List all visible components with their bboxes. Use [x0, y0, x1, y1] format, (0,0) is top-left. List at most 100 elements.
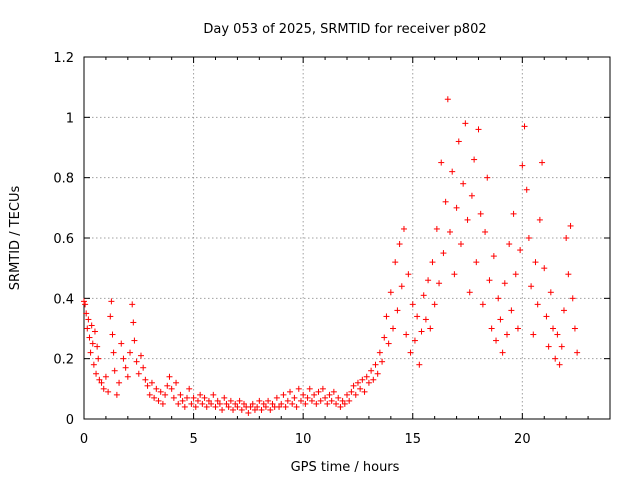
data-point — [81, 298, 87, 305]
data-point — [490, 253, 497, 260]
y-tick-label: 0 — [66, 413, 74, 428]
data-point — [304, 394, 311, 401]
data-point — [153, 385, 160, 392]
data-point — [170, 394, 177, 401]
data-point — [83, 310, 90, 317]
data-point — [539, 159, 546, 166]
data-point — [506, 241, 513, 248]
data-point — [571, 325, 578, 332]
data-point — [258, 406, 265, 413]
axis-ticks — [83, 56, 610, 420]
data-point — [409, 301, 416, 308]
data-point — [317, 397, 324, 404]
data-point — [457, 241, 464, 248]
data-point — [462, 120, 469, 127]
data-point — [339, 397, 346, 404]
data-point — [122, 364, 129, 371]
data-point — [297, 397, 304, 404]
data-point — [543, 313, 550, 320]
data-point — [493, 337, 500, 344]
data-point — [429, 259, 436, 266]
data-point — [350, 382, 357, 389]
data-point — [254, 403, 261, 410]
data-point — [407, 349, 414, 356]
data-point — [225, 403, 232, 410]
data-point — [131, 337, 138, 344]
data-point — [455, 138, 462, 145]
data-point — [387, 289, 394, 296]
data-point — [427, 325, 434, 332]
data-point — [368, 367, 375, 374]
data-point — [376, 349, 383, 356]
data-point — [94, 343, 101, 350]
data-point — [93, 370, 100, 377]
data-point — [514, 325, 521, 332]
data-point — [146, 391, 153, 398]
data-point — [567, 222, 574, 229]
data-point — [110, 349, 117, 356]
data-point — [130, 319, 137, 326]
data-point — [403, 331, 410, 338]
y-tick-label: 1.2 — [53, 51, 74, 66]
data-point — [449, 168, 456, 175]
data-point — [219, 406, 226, 413]
data-point — [295, 385, 302, 392]
data-point — [216, 400, 223, 407]
data-point — [260, 400, 267, 407]
data-point — [354, 379, 361, 386]
data-point — [313, 400, 320, 407]
data-point — [293, 403, 300, 410]
data-point — [348, 388, 355, 395]
data-point — [276, 403, 283, 410]
data-point — [86, 334, 93, 341]
data-point — [552, 355, 559, 362]
data-point — [385, 340, 392, 347]
data-point — [532, 259, 539, 266]
data-point — [396, 241, 403, 248]
data-point — [438, 159, 445, 166]
data-point — [291, 394, 298, 401]
data-point — [133, 358, 140, 365]
data-point — [300, 391, 307, 398]
data-point — [556, 361, 563, 368]
data-point — [208, 400, 215, 407]
y-tick-label: 0.8 — [53, 172, 74, 187]
data-point — [82, 301, 89, 308]
y-axis-label: SRMTID / TECUs — [8, 186, 23, 291]
data-point — [335, 394, 342, 401]
data-point — [280, 391, 287, 398]
data-point — [545, 343, 552, 350]
data-point — [284, 397, 291, 404]
data-point — [175, 400, 182, 407]
data-point — [392, 259, 399, 266]
data-point — [501, 280, 508, 287]
data-point — [287, 388, 294, 395]
data-point — [420, 292, 427, 299]
data-point — [120, 355, 127, 362]
data-point — [574, 349, 581, 356]
x-tick-label: 20 — [514, 432, 531, 447]
data-point — [87, 349, 94, 356]
y-tick-label: 1 — [66, 111, 74, 126]
data-point — [370, 376, 377, 383]
data-point — [468, 192, 475, 199]
data-point — [541, 265, 548, 272]
data-point — [157, 388, 164, 395]
data-point — [311, 391, 318, 398]
data-point — [240, 400, 247, 407]
data-point — [436, 280, 443, 287]
data-point — [352, 391, 359, 398]
data-point — [453, 204, 460, 211]
data-point — [425, 277, 432, 284]
data-point — [262, 403, 269, 410]
data-point — [322, 394, 329, 401]
data-point — [186, 385, 193, 392]
data-point — [197, 391, 204, 398]
data-point — [85, 316, 92, 323]
x-tick-label: 0 — [80, 432, 88, 447]
data-point — [440, 250, 447, 257]
data-point — [278, 400, 285, 407]
data-point — [484, 174, 491, 181]
data-point — [361, 388, 368, 395]
data-point — [116, 379, 123, 386]
